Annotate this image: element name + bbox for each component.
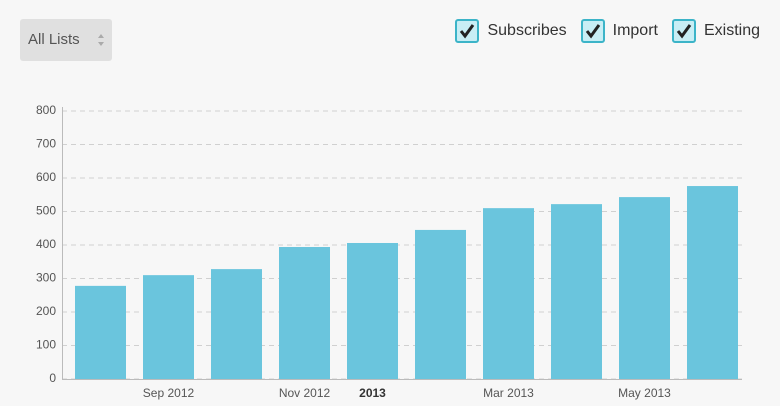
x-tick-label: 2013 [359, 386, 386, 400]
x-tick-label: Nov 2012 [279, 386, 331, 400]
y-tick-label: 800 [36, 103, 56, 117]
list-dropdown[interactable]: All Lists [20, 19, 112, 61]
y-tick-label: 300 [36, 271, 56, 285]
y-tick-label: 200 [36, 304, 56, 318]
x-tick-label: Mar 2013 [483, 386, 534, 400]
toggle-label: Subscribes [487, 22, 567, 39]
checkmark [585, 24, 600, 39]
y-tick-label: 400 [36, 237, 56, 251]
bar [415, 229, 466, 379]
bar [143, 275, 194, 379]
toggle-label: Import [612, 22, 658, 39]
checkbox[interactable] [671, 19, 696, 43]
bar [347, 242, 398, 379]
bar [279, 247, 330, 379]
toggle-group: Subscribes Import Existing [455, 19, 760, 43]
y-tick-label: 600 [36, 170, 56, 184]
toggle[interactable]: Subscribes [455, 19, 567, 43]
bar [687, 186, 738, 379]
toggle[interactable]: Import [580, 19, 658, 43]
y-tick-label: 100 [36, 338, 56, 352]
bar [483, 208, 534, 379]
bar [619, 197, 670, 379]
x-tick-label: Sep 2012 [143, 386, 195, 400]
toggle[interactable]: Existing [671, 19, 760, 43]
toggle-label: Existing [703, 22, 760, 39]
bar [211, 269, 262, 379]
checkmark [460, 24, 475, 39]
bar [75, 285, 126, 379]
dropdown-arrows [98, 34, 104, 46]
y-tick-label: 500 [36, 204, 56, 218]
y-tick-label: 700 [36, 137, 56, 151]
checkmark [676, 24, 692, 39]
checkbox[interactable] [580, 19, 605, 43]
bar [551, 204, 602, 379]
y-tick-label: 0 [49, 371, 56, 385]
dropdown-label: All Lists [28, 31, 80, 48]
checkbox[interactable] [455, 19, 480, 43]
x-tick-label: May 2013 [618, 386, 671, 400]
